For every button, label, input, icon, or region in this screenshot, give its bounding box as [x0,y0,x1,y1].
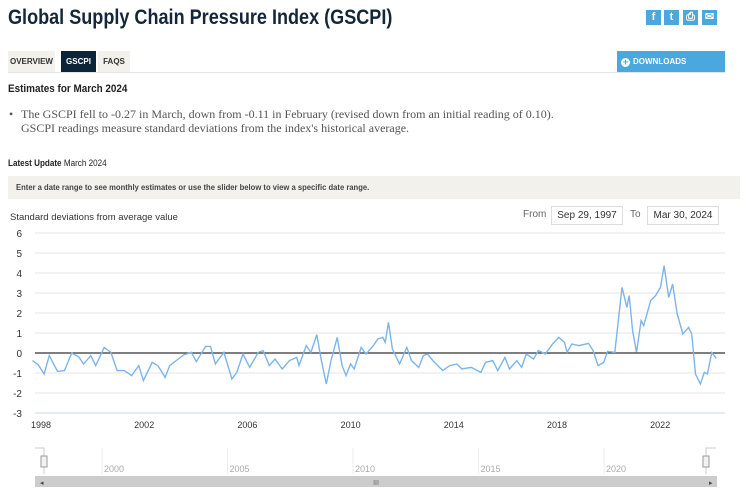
latest-update: Latest Update March 2024 [8,158,107,168]
y-tick-label: 3 [16,289,22,300]
navigator-handle-right[interactable] [702,455,710,468]
scroll-right-arrow-icon: ▸ [709,480,713,487]
page-title: Global Supply Chain Pressure Index (GSCP… [8,6,393,29]
instruction-band: Enter a date range to see monthly estima… [8,176,740,199]
gscpi-line [32,265,717,386]
y-axis-label: Standard deviations from average value [10,212,178,223]
print-icon[interactable]: ⎙ [683,10,698,25]
x-tick-label: 2002 [134,420,154,430]
tab-divider [8,72,725,73]
estimates-heading: Estimates for March 2024 [8,83,128,95]
to-label: To [630,209,641,220]
x-tick-label: 2006 [237,420,257,430]
from-date-input[interactable]: Sep 29, 1997 [551,206,623,225]
navigator-tick-label: 2005 [230,464,250,474]
tab-gscpi[interactable]: GSCPI [61,51,96,72]
latest-update-label: Latest Update [8,158,62,168]
scrollbar-grip-icon: III [373,480,379,487]
latest-update-value: March 2024 [63,158,107,168]
navigator-tick-label: 2020 [606,464,626,474]
email-icon[interactable]: ✉ [702,10,717,25]
from-label: From [523,209,547,220]
y-tick-label: 6 [16,229,22,240]
y-tick-label: 0 [16,349,22,360]
instruction-text: Enter a date range to see monthly estima… [16,182,370,192]
x-tick-label: 1998 [31,420,51,430]
to-date-input[interactable]: Mar 30, 2024 [647,206,719,225]
navigator-tick-label: 2000 [104,464,124,474]
downloads-button[interactable]: + DOWNLOADS [617,51,725,72]
scroll-left-arrow-icon: ◂ [40,480,44,487]
y-tick-label: 4 [16,269,22,280]
y-tick-label: 5 [16,249,22,260]
navigator [35,448,716,474]
estimate-text-line1: The GSCPI fell to -0.27 in March, down f… [21,107,554,121]
y-tick-label: 1 [16,329,22,340]
navigator-tick-label: 2010 [355,464,375,474]
twitter-icon[interactable]: t [664,10,679,25]
downloads-label: DOWNLOADS [633,57,687,66]
scrollbar[interactable] [35,476,717,487]
tab-overview[interactable]: OVERVIEW [8,51,55,72]
x-tick-label: 2010 [341,420,361,430]
bullet-icon: • [9,107,14,121]
y-tick-label: 2 [16,309,22,320]
y-tick-label: -3 [13,409,22,420]
y-tick-label: -1 [13,369,22,380]
x-tick-label: 2014 [444,420,464,430]
x-tick-label: 2022 [650,420,670,430]
plus-circle-icon: + [621,57,630,67]
navigator-handle-left[interactable] [40,455,48,468]
x-tick-label: 2018 [547,420,567,430]
estimate-text-line2: GSCPI readings measure standard deviatio… [21,121,410,135]
y-tick-label: -2 [13,389,22,400]
navigator-tick-label: 2015 [481,464,501,474]
tab-faqs[interactable]: FAQS [98,51,130,72]
facebook-icon[interactable]: f [646,10,661,25]
